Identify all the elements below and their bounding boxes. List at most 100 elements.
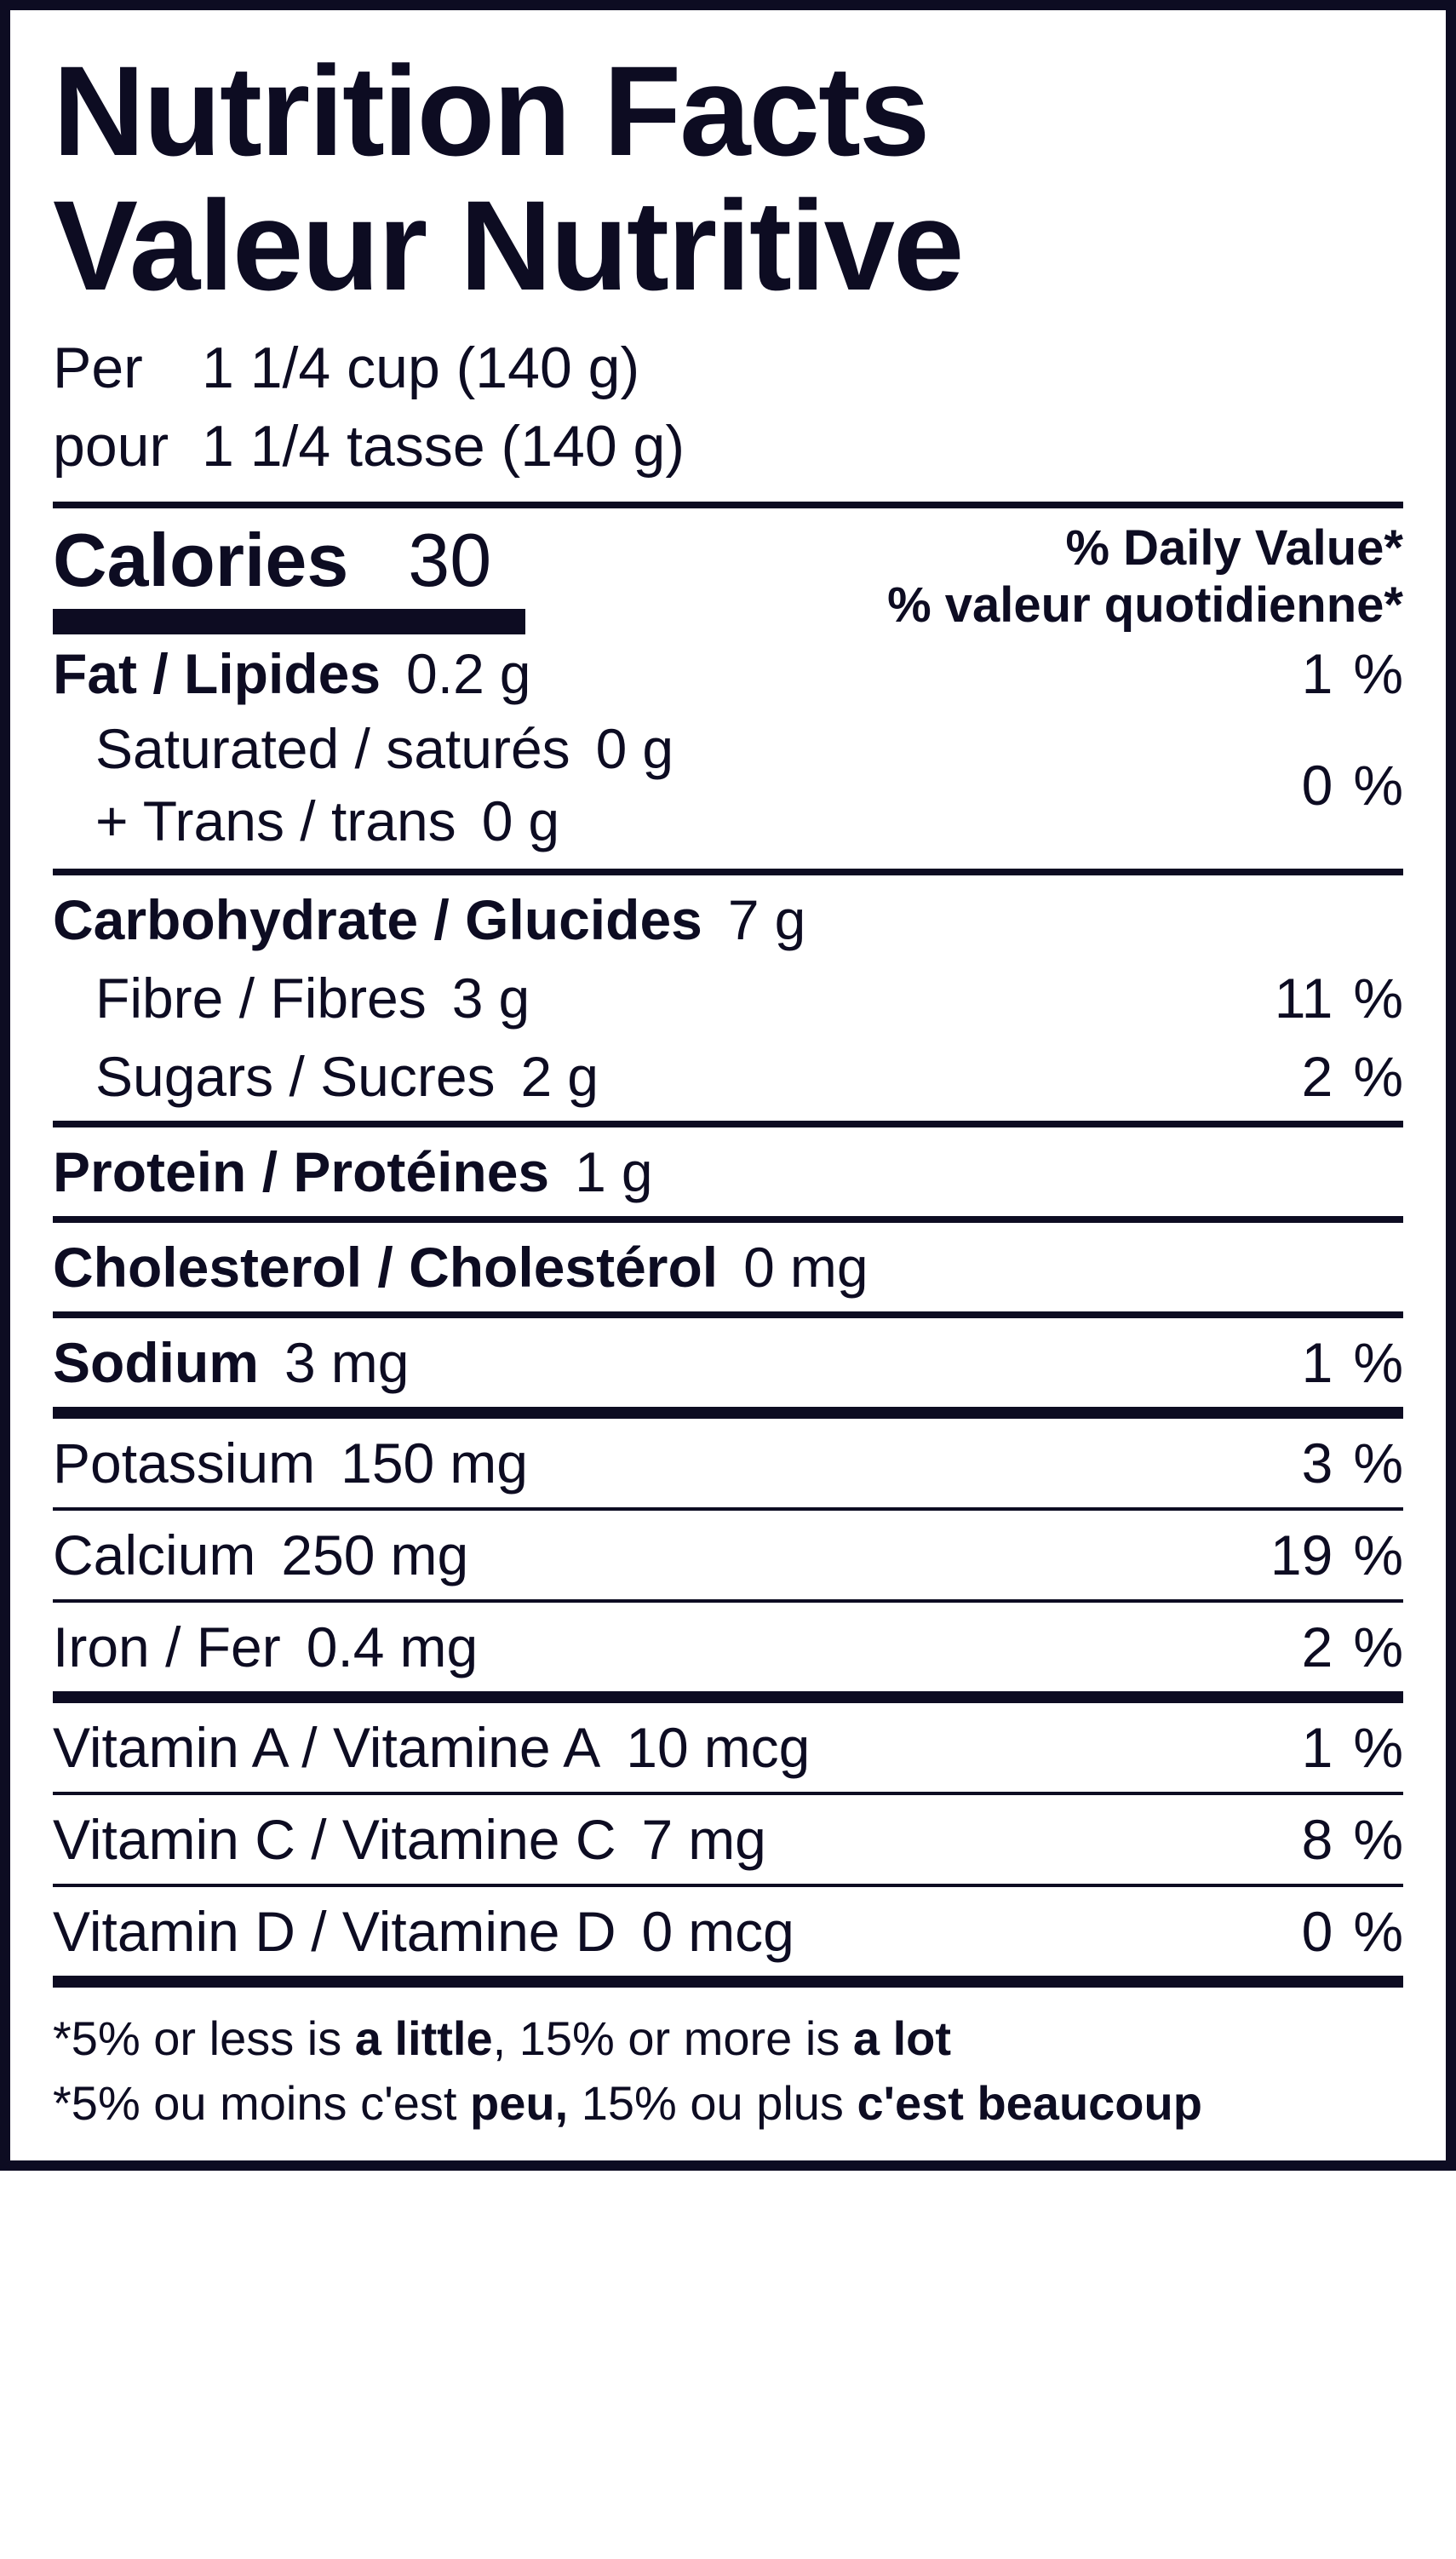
footnote-fr-b2: c'est beaucoup xyxy=(857,2076,1202,2130)
footnote-en-mid: , 15% or more is xyxy=(493,2011,853,2065)
iron-name: Iron / Fer xyxy=(53,1615,281,1679)
sodium-amount: 3 xyxy=(284,1330,316,1395)
pct: % xyxy=(1353,1330,1403,1395)
rule xyxy=(53,1884,1403,1887)
pct: % xyxy=(1353,1899,1403,1964)
vit-c-amount: 7 xyxy=(641,1807,673,1872)
fibre-unit: g xyxy=(498,966,530,1030)
pct: % xyxy=(1353,1807,1403,1872)
row-vitamin-c: Vitamin C / Vitamine C 7mg 8% xyxy=(53,1800,1403,1879)
rule xyxy=(53,1792,1403,1795)
row-calcium: Calcium 250mg 19% xyxy=(53,1516,1403,1594)
row-potassium: Potassium 150mg 3% xyxy=(53,1424,1403,1502)
fat-name: Fat / Lipides xyxy=(53,641,381,706)
row-sugars: Sugars / Sucres 2g 2% xyxy=(53,1037,1403,1116)
saturated-name: Saturated / saturés xyxy=(95,713,570,786)
dv-header-en: % Daily Value* xyxy=(887,520,1403,577)
fibre-amount: 3 xyxy=(452,966,484,1030)
vit-d-dv: 0 xyxy=(1302,1899,1333,1964)
iron-amount: 0.4 xyxy=(307,1615,385,1679)
calcium-dv: 19 xyxy=(1270,1523,1333,1587)
calories-value: 30 xyxy=(408,517,491,604)
rule xyxy=(53,1599,1403,1603)
rule xyxy=(53,1216,1403,1223)
serving-en: 1 1/4 cup (140 g) xyxy=(202,330,639,408)
iron-unit: mg xyxy=(400,1615,479,1679)
fat-unit: g xyxy=(500,641,531,706)
rule xyxy=(53,1311,1403,1318)
rule xyxy=(53,1976,1403,1988)
vit-d-unit: mcg xyxy=(688,1899,794,1964)
calcium-unit: mg xyxy=(391,1523,469,1587)
saturated-unit: g xyxy=(642,713,674,786)
carb-unit: g xyxy=(775,887,806,952)
vit-c-unit: mg xyxy=(688,1807,766,1872)
row-vitamin-d: Vitamin D / Vitamine D 0mcg 0% xyxy=(53,1892,1403,1971)
potassium-unit: mg xyxy=(450,1431,528,1495)
iron-dv: 2 xyxy=(1302,1615,1333,1679)
pct: % xyxy=(1353,1523,1403,1587)
fibre-dv: 11 xyxy=(1275,966,1333,1030)
sat-trans-dv: 0 xyxy=(1302,753,1333,818)
title-block: Nutrition Facts Valeur Nutritive xyxy=(53,44,1403,313)
vit-a-name: Vitamin A / Vitamine A xyxy=(53,1715,600,1780)
rule xyxy=(53,1407,1403,1419)
sodium-name: Sodium xyxy=(53,1330,259,1395)
trans-unit: g xyxy=(528,785,559,858)
vit-c-name: Vitamin C / Vitamine C xyxy=(53,1807,616,1872)
footnote-en-pre: *5% or less is xyxy=(53,2011,355,2065)
pct: % xyxy=(1353,966,1403,1030)
vit-c-dv: 8 xyxy=(1302,1807,1333,1872)
row-vitamin-a: Vitamin A / Vitamine A 10mcg 1% xyxy=(53,1708,1403,1787)
fibre-name: Fibre / Fibres xyxy=(95,966,427,1030)
sodium-dv: 1 xyxy=(1302,1330,1333,1395)
footnote: *5% or less is a little, 15% or more is … xyxy=(53,2006,1403,2135)
fat-amount: 0.2 xyxy=(406,641,484,706)
row-sodium: Sodium 3mg 1% xyxy=(53,1323,1403,1402)
sugars-amount: 2 xyxy=(521,1044,553,1109)
dv-header: % Daily Value* % valeur quotidienne* xyxy=(887,520,1403,634)
title-fr: Valeur Nutritive xyxy=(53,179,1403,313)
row-carb: Carbohydrate / Glucides 7g xyxy=(53,881,1403,959)
saturated-amount: 0 xyxy=(596,713,628,786)
pct: % xyxy=(1353,1044,1403,1109)
dv-header-fr: % valeur quotidienne* xyxy=(887,577,1403,634)
fat-dv: 1 xyxy=(1302,641,1333,706)
sodium-unit: mg xyxy=(331,1330,410,1395)
rule xyxy=(53,502,1403,508)
footnote-fr-b1: peu, xyxy=(470,2076,568,2130)
sugars-dv: 2 xyxy=(1302,1044,1333,1109)
sugars-name: Sugars / Sucres xyxy=(95,1044,496,1109)
row-cholesterol: Cholesterol / Cholestérol 0mg xyxy=(53,1228,1403,1306)
rule xyxy=(53,1121,1403,1127)
pct: % xyxy=(1353,1431,1403,1495)
calories-label: Calories xyxy=(53,517,348,604)
potassium-dv: 3 xyxy=(1302,1431,1333,1495)
row-fat: Fat / Lipides 0.2g 1% xyxy=(53,634,1403,713)
serving-fr: 1 1/4 tasse (140 g) xyxy=(202,408,685,486)
row-fibre: Fibre / Fibres 3g 11% xyxy=(53,959,1403,1037)
title-en: Nutrition Facts xyxy=(53,44,1403,179)
trans-name: + Trans / trans xyxy=(95,785,456,858)
vit-a-dv: 1 xyxy=(1302,1715,1333,1780)
protein-amount: 1 xyxy=(575,1139,606,1204)
footnote-fr-pre: *5% ou moins c'est xyxy=(53,2076,470,2130)
footnote-en-b2: a lot xyxy=(853,2011,951,2065)
sugars-unit: g xyxy=(567,1044,599,1109)
pct: % xyxy=(1353,1715,1403,1780)
potassium-amount: 150 xyxy=(341,1431,434,1495)
protein-name: Protein / Protéines xyxy=(53,1139,549,1204)
carb-name: Carbohydrate / Glucides xyxy=(53,887,702,952)
nutrition-facts-label: Nutrition Facts Valeur Nutritive Per 1 1… xyxy=(0,0,1456,2171)
potassium-name: Potassium xyxy=(53,1431,315,1495)
rule xyxy=(53,1507,1403,1511)
carb-amount: 7 xyxy=(728,887,760,952)
cholesterol-amount: 0 xyxy=(743,1235,775,1300)
cholesterol-name: Cholesterol / Cholestérol xyxy=(53,1235,718,1300)
serving-per-label: Per xyxy=(53,330,181,408)
vit-d-amount: 0 xyxy=(641,1899,673,1964)
calories-row: Calories 30 % Daily Value* % valeur quot… xyxy=(53,517,1403,634)
row-sat-trans: Saturated / saturés 0g + Trans / trans 0… xyxy=(53,713,1403,864)
rule xyxy=(53,869,1403,875)
vit-d-name: Vitamin D / Vitamine D xyxy=(53,1899,616,1964)
